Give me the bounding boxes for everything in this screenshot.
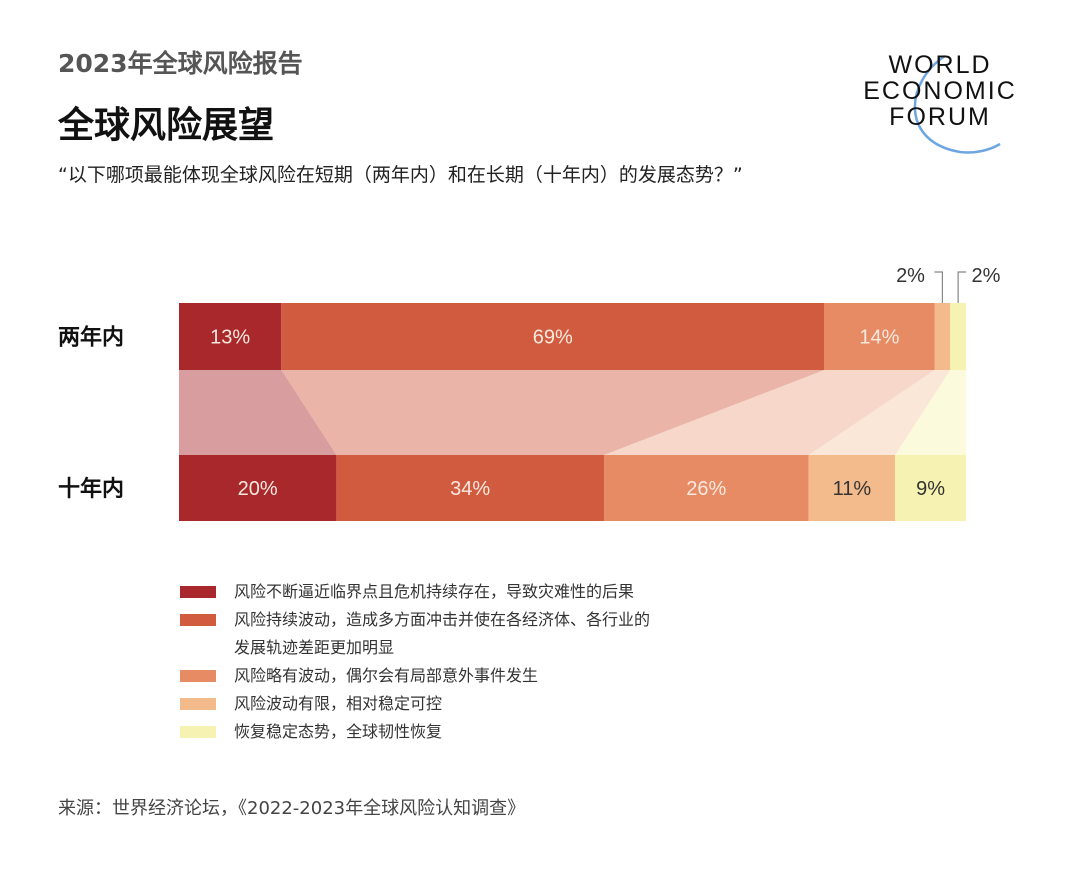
- logo-arc-icon: [913, 54, 1001, 154]
- bar-segment: [934, 303, 951, 370]
- logo-line: FORUM: [889, 103, 991, 131]
- bar-segment: [281, 303, 825, 370]
- leader-line: [957, 271, 967, 303]
- source-note: 来源：世界经济论坛，《2022-2023年全球风险认知调查》: [58, 798, 526, 819]
- data-label: 14%: [859, 327, 899, 349]
- connector-band: [808, 370, 951, 455]
- row-label: 两年内: [58, 325, 124, 351]
- bar-segment: [950, 303, 966, 370]
- data-label: 2%: [972, 265, 1001, 287]
- data-label: 20%: [238, 478, 278, 500]
- data-label: 13%: [210, 327, 250, 349]
- legend-item: 风险不断逼近临界点且危机持续存在，导致灾难性的后果: [180, 578, 740, 606]
- data-label: 11%: [833, 478, 872, 500]
- legend-item: 风险波动有限，相对稳定可控: [180, 690, 740, 718]
- page-title: 全球风险展望: [58, 105, 275, 146]
- bar-segment: [895, 455, 966, 521]
- legend-label: 风险波动有限，相对稳定可控: [234, 694, 443, 713]
- survey-question: “以下哪项最能体现全球风险在短期（两年内）和在长期（十年内）的发展态势？”: [58, 164, 743, 186]
- legend-swatch: [180, 614, 216, 626]
- bar-segment: [603, 455, 809, 521]
- data-label: 9%: [916, 478, 945, 500]
- report-name: 2023年全球风险报告: [58, 49, 303, 78]
- legend-swatch: [180, 726, 216, 738]
- connector-band: [895, 370, 966, 455]
- data-label: 69%: [533, 327, 573, 349]
- legend-label: 风险略有波动，偶尔会有局部意外事件发生: [234, 666, 539, 685]
- bar-segment: [824, 303, 935, 370]
- row-label: 十年内: [58, 476, 124, 502]
- legend-item: 恢复稳定态势，全球韧性恢复: [180, 718, 740, 746]
- legend-label: 风险持续波动，造成多方面冲击并使在各经济体、各行业的 发展轨迹差距更加明显: [234, 610, 651, 657]
- bar-segment: [179, 455, 337, 521]
- legend-label: 恢复稳定态势，全球韧性恢复: [234, 722, 443, 741]
- legend-item: 风险持续波动，造成多方面冲击并使在各经济体、各行业的 发展轨迹差距更加明显: [180, 606, 740, 662]
- legend-swatch: [180, 698, 216, 710]
- connector-band: [179, 370, 337, 455]
- bar-segment: [336, 455, 604, 521]
- bar-segment: [179, 303, 282, 370]
- wef-logo: WORLD ECONOMIC FORUM: [850, 52, 1030, 162]
- legend-swatch: [180, 670, 216, 682]
- logo-line: ECONOMIC: [863, 77, 1017, 105]
- data-label: 2%: [896, 265, 925, 287]
- data-label: 34%: [450, 478, 490, 500]
- data-label: 26%: [686, 478, 726, 500]
- logo-line: WORLD: [888, 51, 992, 79]
- legend-swatch: [180, 586, 216, 598]
- connector-band: [281, 370, 825, 455]
- legend-label: 风险不断逼近临界点且危机持续存在，导致灾难性的后果: [234, 582, 635, 601]
- connector-band: [603, 370, 935, 455]
- leader-line: [934, 271, 943, 303]
- legend: 风险不断逼近临界点且危机持续存在，导致灾难性的后果 风险持续波动，造成多方面冲击…: [180, 578, 740, 746]
- bar-segment: [808, 455, 896, 521]
- legend-item: 风险略有波动，偶尔会有局部意外事件发生: [180, 662, 740, 690]
